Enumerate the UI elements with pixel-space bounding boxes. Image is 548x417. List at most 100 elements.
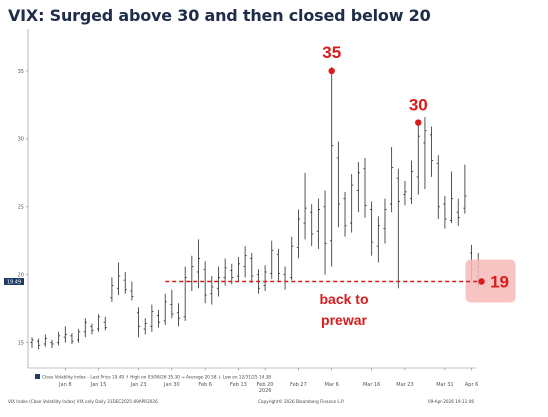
footer-right: 09-Apr-2026 19:11:46 (428, 399, 474, 404)
y-tick-label: 30 (18, 137, 24, 143)
ohlc-bar (83, 318, 87, 338)
ohlc-bar (216, 266, 221, 297)
ohlc-bar (296, 209, 300, 259)
ohlc-bar (116, 262, 121, 296)
y-tick-label: 15 (18, 340, 24, 346)
ohlc-bar (290, 236, 294, 281)
ohlc-bar (243, 246, 247, 278)
ohlc-bar (57, 331, 61, 346)
chart-footer: Close Volatility Index – Last Price 19.4… (8, 374, 474, 404)
chart-annotations: back to prewar 35 30 19 (165, 43, 516, 328)
ohlc-bar (430, 126, 434, 177)
last-value-callout-box (465, 259, 516, 303)
ohlc-bar (110, 277, 114, 302)
ohlc-bar (463, 164, 467, 214)
chart-axes: 15 20 25 30 35 Jan 8 Jan 15 Jan 23 Jan 30 Feb 6 Fe… (4, 29, 478, 394)
ohlc-bar (150, 304, 154, 332)
ohlc-bar (37, 338, 41, 350)
ohlc-bar (190, 255, 194, 292)
ohlc-bar (270, 240, 274, 279)
ohlc-bar (336, 141, 340, 228)
x-tick-label: Jan 23 (130, 382, 147, 388)
x-tick-label: Mar 23 (396, 382, 413, 388)
ohlc-bar (123, 271, 127, 294)
x-tick-label: Mar 16 (363, 382, 380, 388)
ohlc-bar (97, 314, 101, 332)
ohlc-bar (156, 310, 161, 328)
ohlc-bar (90, 323, 94, 335)
ohlc-bar (30, 337, 34, 349)
ohlc-bar (403, 180, 407, 206)
second-peak-marker (415, 119, 422, 126)
ohlc-bar (449, 171, 454, 224)
last-price-tag-label: 19.49 (7, 279, 21, 285)
prewar-label-line1: back to (319, 291, 368, 307)
x-tick-label: Feb 27 (290, 382, 307, 388)
x-tick-label: Feb 20 (257, 382, 274, 388)
last-value-marker (478, 278, 485, 285)
footer-center: Copyright© 2026 Bloomberg Finance L.P. (258, 399, 344, 404)
ohlc-bar (316, 198, 320, 249)
ohlc-bar (303, 172, 307, 240)
ohlc-bar (176, 303, 181, 327)
ohlc-bar (436, 155, 440, 220)
ohlc-bar (236, 257, 241, 282)
footer-left: VIX Index (Cboe Volatility Index) VIX on… (8, 399, 158, 404)
ohlc-bar (396, 168, 400, 289)
ohlc-bar (310, 204, 314, 247)
ohlc-bar (136, 307, 141, 338)
ohlc-bar (183, 266, 187, 321)
ohlc-bar (416, 121, 420, 195)
ohlc-bar (103, 316, 107, 331)
peak-label: 35 (322, 43, 341, 62)
ohlc-bar (410, 160, 414, 205)
ohlc-bar (370, 201, 374, 256)
ohlc-bar (350, 174, 354, 233)
legend-swatch (35, 374, 40, 379)
ohlc-bar (203, 261, 207, 304)
x-tick-label: Jan 8 (58, 382, 71, 388)
x-tick-label: Jan 15 (90, 382, 107, 388)
ohlc-bar (170, 289, 174, 319)
x-tick-label: Feb 13 (230, 382, 247, 388)
x-tick-label: Jan 30 (163, 382, 180, 388)
peak-marker (328, 67, 335, 75)
ohlc-bar (210, 276, 214, 305)
ohlc-bar (363, 157, 367, 218)
last-value-label: 19 (490, 273, 509, 292)
ohlc-bar (330, 66, 334, 267)
ohlc-bar (390, 147, 394, 213)
last-price-tag (4, 278, 24, 285)
x-tick-label: Feb 6 (198, 382, 212, 388)
ohlc-bars (30, 66, 480, 350)
y-tick-label: 20 (18, 273, 24, 279)
ohlc-bar (383, 198, 387, 244)
x-year-label: 2026 (259, 388, 272, 394)
ohlc-bar (276, 248, 281, 282)
ohlc-bar (283, 266, 287, 290)
page-title: VIX: Surged above 30 and then closed bel… (8, 6, 431, 25)
x-tick-label: Mar 6 (325, 382, 339, 388)
ohlc-bar (343, 191, 347, 237)
y-tick-label: 25 (18, 205, 24, 211)
ohlc-bar (250, 252, 254, 283)
ohlc-bar (163, 293, 167, 325)
ohlc-bar (323, 190, 327, 275)
ohlc-bar (423, 117, 427, 190)
x-tick-label: Apr 6 (465, 382, 478, 388)
y-tick-label: 35 (18, 69, 24, 75)
ohlc-bar (130, 281, 134, 301)
prewar-label-line2: prewar (321, 312, 367, 328)
ohlc-bar (43, 334, 47, 347)
ohlc-bar (196, 239, 201, 289)
ohlc-bar (63, 326, 67, 343)
ohlc-bar (356, 161, 360, 213)
ohlc-bar (77, 329, 81, 343)
legend-line: Close Volatility Index – Last Price 19.4… (42, 375, 271, 380)
x-tick-label: Mar 31 (436, 382, 453, 388)
ohlc-bar (443, 195, 447, 229)
ohlc-bar (456, 198, 460, 226)
ohlc-bar (263, 265, 267, 292)
second-peak-label: 30 (409, 96, 428, 115)
